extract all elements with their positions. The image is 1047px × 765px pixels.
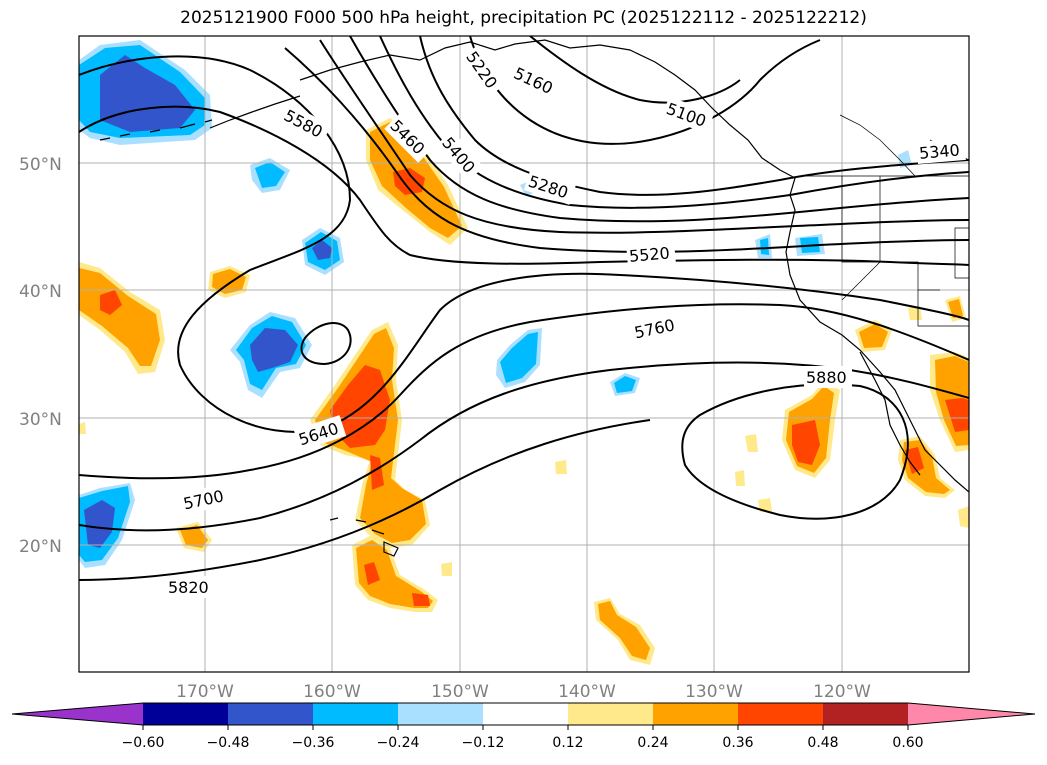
- precip-positive-region: [945, 398, 969, 432]
- colorbar-tick-label: 0.36: [722, 735, 753, 751]
- lat-label: 20°N: [19, 537, 62, 557]
- colorbar-segment: [823, 703, 908, 725]
- contour-label: 5520: [628, 243, 670, 265]
- precip-negative-region: [250, 328, 298, 372]
- colorbar-segment: [568, 703, 653, 725]
- lon-label: 130°W: [685, 682, 743, 702]
- precip-positive-region: [356, 540, 433, 608]
- colorbar-tick-label: 0.24: [637, 735, 668, 751]
- colorbar-segment: [143, 703, 228, 725]
- contour-label: 5700: [182, 486, 226, 513]
- lon-label: 160°W: [303, 682, 361, 702]
- precip-positive-region: [735, 470, 745, 486]
- contour-label: 5820: [168, 578, 209, 597]
- precip-positive-region: [412, 593, 430, 606]
- precipitation-fills: [79, 40, 969, 665]
- precip-positive-region: [79, 422, 86, 434]
- precip-negative-region: [500, 332, 538, 383]
- contour-line: [79, 419, 651, 581]
- colorbar-extend-max: [908, 703, 1035, 725]
- contour-line: [379, 36, 969, 209]
- precip-positive-region: [792, 420, 820, 465]
- lat-label: 50°N: [19, 155, 62, 175]
- colorbar-tick-label: −0.12: [462, 735, 505, 751]
- contour-line: [284, 47, 969, 253]
- lon-label: 140°W: [558, 682, 616, 702]
- lat-label: 40°N: [19, 282, 62, 302]
- precip-positive-region: [370, 455, 384, 490]
- precip-positive-region: [79, 268, 160, 366]
- precip-positive-region: [958, 506, 969, 528]
- graticule: [79, 36, 969, 672]
- colorbar-segment: [398, 703, 483, 725]
- precip-positive-region: [100, 290, 122, 315]
- latitude-labels: 50°N 40°N 30°N 20°N: [19, 155, 62, 557]
- precip-positive-region: [555, 460, 567, 474]
- lon-label: 150°W: [431, 682, 489, 702]
- hawaii-islands: [329, 517, 399, 557]
- state-borders: [841, 176, 969, 327]
- precip-positive-region: [212, 269, 246, 294]
- precip-negative-region: [760, 238, 769, 255]
- precip-negative-region: [255, 162, 285, 188]
- contour-label: 5880: [806, 368, 847, 387]
- colorbar-segment: [653, 703, 738, 725]
- precip-positive-region: [908, 306, 922, 320]
- colorbar-segment: [738, 703, 823, 725]
- colorbar: −0.60 −0.48 −0.36 −0.24 −0.12 0.12 0.24 0.36 0.4…: [11, 702, 1036, 751]
- colorbar-tick-label: −0.36: [292, 735, 335, 751]
- precip-positive-region: [948, 299, 963, 318]
- contour-line: [79, 105, 969, 266]
- contour-line: [319, 39, 969, 234]
- precip-positive-region: [330, 365, 390, 448]
- colorbar-segment: [228, 703, 313, 725]
- north-america-coastline: [299, 39, 969, 493]
- colorbar-tick-label: −0.24: [377, 735, 420, 751]
- colorbar-tick-label: −0.48: [207, 735, 250, 751]
- contour-line: [419, 36, 969, 196]
- lon-label: 120°W: [813, 682, 871, 702]
- colorbar-segment: [483, 703, 568, 725]
- colorbar-extend-min: [12, 703, 143, 725]
- alaska-coastline: [209, 95, 301, 129]
- lon-label: 170°W: [176, 682, 234, 702]
- precip-positive-region: [364, 562, 380, 585]
- precip-positive-region: [393, 168, 425, 195]
- map-title: 2025121900 F000 500 hPa height, precipit…: [180, 8, 867, 28]
- aleutian-islands: [99, 119, 213, 141]
- precip-positive-region: [745, 434, 758, 452]
- contour-line: [469, 36, 821, 145]
- colorbar-tick-label: 0.60: [892, 735, 923, 751]
- colorbar-tick-label: −0.60: [122, 735, 165, 751]
- precip-positive-region: [598, 601, 650, 660]
- precip-negative-region: [84, 500, 115, 548]
- precip-positive-region: [859, 324, 888, 348]
- contour-line: [79, 303, 969, 480]
- lat-label: 30°N: [19, 410, 62, 430]
- precip-positive-region: [758, 498, 772, 512]
- baja-coastline: [859, 351, 921, 476]
- precip-positive-region: [441, 562, 452, 576]
- precip-negative-region: [614, 376, 636, 393]
- colorbar-tick-label: 0.48: [807, 735, 838, 751]
- contour-label: 5340: [918, 140, 960, 162]
- precip-positive-region: [905, 447, 924, 474]
- contour-line: [300, 322, 352, 366]
- precip-positive-region: [180, 525, 208, 548]
- contour-line: [529, 36, 741, 104]
- colorbar-tick-label: 0.12: [552, 735, 583, 751]
- precip-negative-region: [312, 240, 332, 260]
- colorbar-segment: [313, 703, 398, 725]
- map-frame: [78, 35, 970, 673]
- longitude-labels: 170°W 160°W 150°W 140°W 130°W 120°W: [176, 682, 871, 702]
- contour-label: 5760: [633, 315, 677, 342]
- coastlines: [99, 39, 969, 557]
